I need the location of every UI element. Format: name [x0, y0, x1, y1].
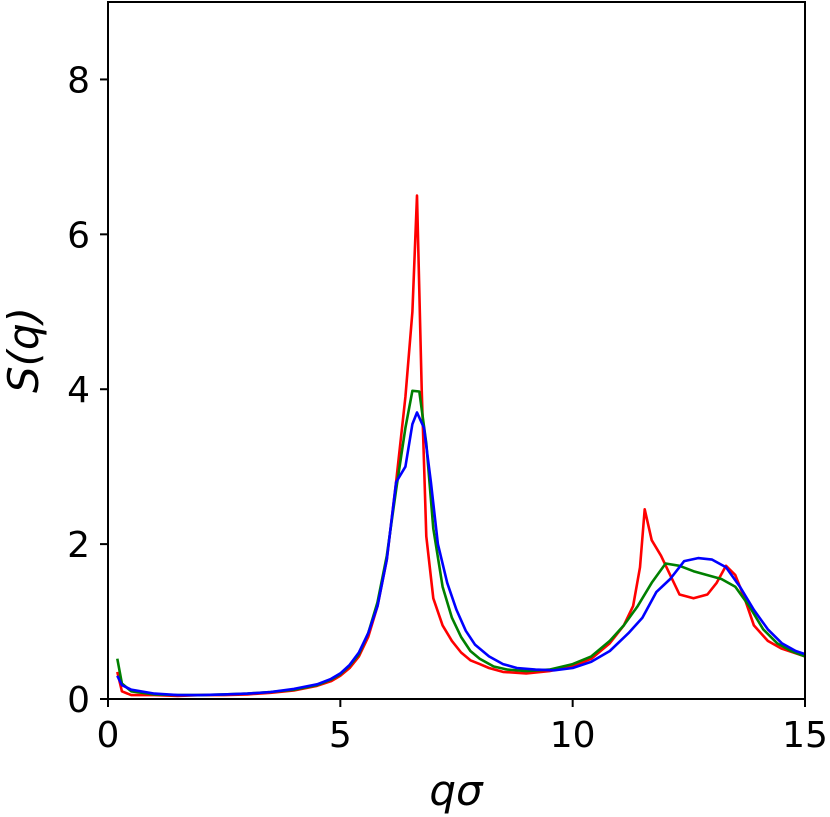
- plot-frame: [107, 1, 806, 700]
- y-tick-label-0: 0: [67, 680, 90, 721]
- plot-area: 0 5 10 15 0 2 4 6 8: [67, 1, 828, 756]
- y-tick-label-6: 6: [67, 215, 90, 256]
- y-tick-label-8: 8: [67, 60, 90, 101]
- x-tick-label-0: 0: [97, 715, 120, 756]
- x-axis-label: qσ: [429, 766, 484, 815]
- x-tick-label-5: 5: [329, 715, 352, 756]
- y-tick-label-2: 2: [67, 525, 90, 566]
- x-tick-label-15: 15: [782, 715, 828, 756]
- series-line-2: [116, 389, 805, 697]
- x-tick-label-10: 10: [550, 715, 596, 756]
- y-axis-label: S(q): [0, 307, 48, 393]
- series-line-3: [116, 411, 805, 697]
- y-tick-label-4: 4: [67, 370, 90, 411]
